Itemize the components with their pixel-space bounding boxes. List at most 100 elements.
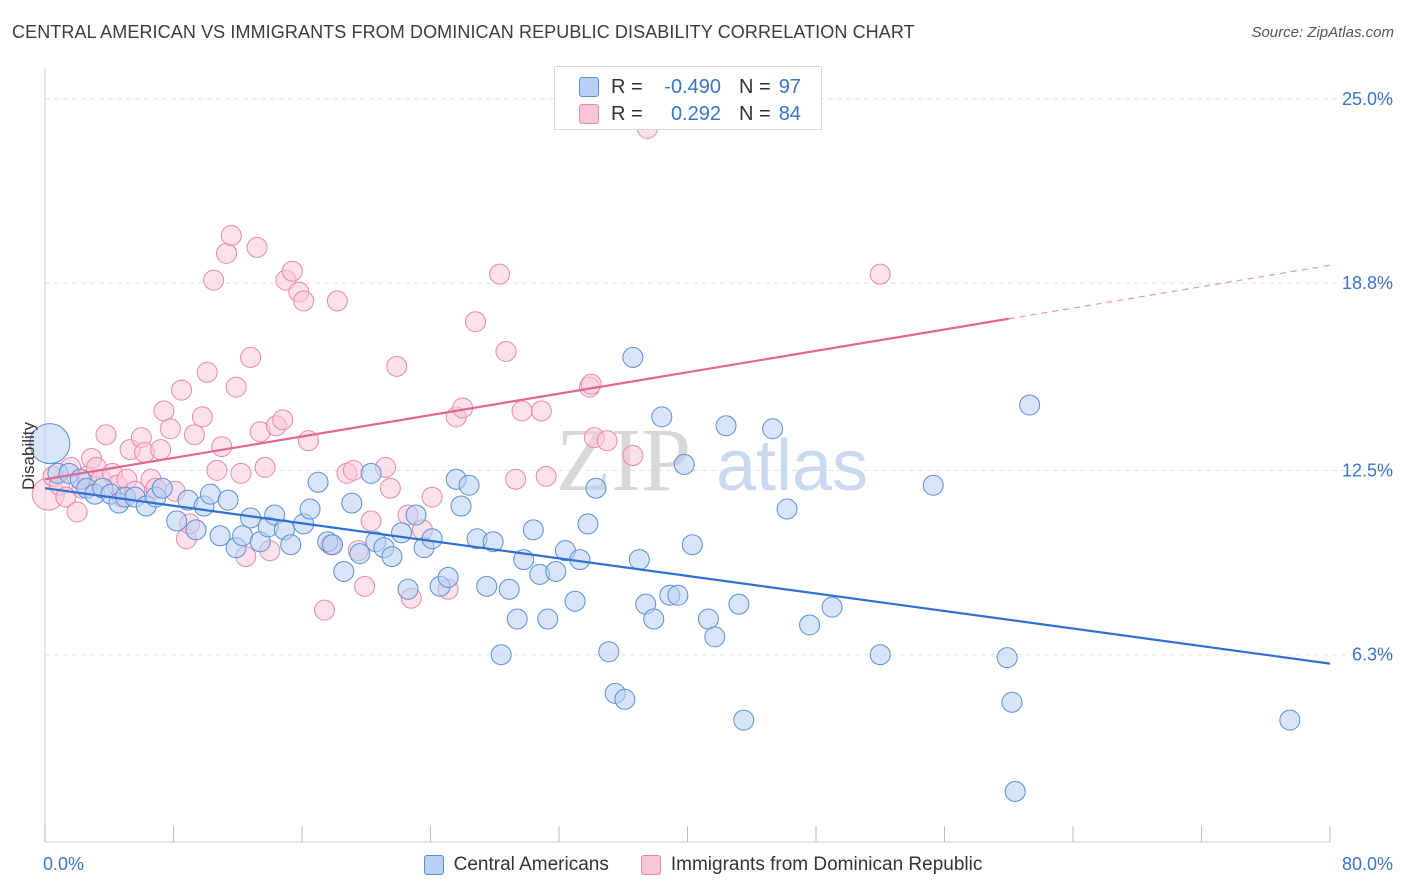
pink-point: [216, 242, 238, 264]
legend-swatch-pink: [579, 104, 599, 124]
pink-point: [360, 510, 382, 532]
pink-point: [220, 225, 242, 247]
legend-row-pink: R = 0.292 N = 84: [579, 102, 801, 126]
blue-point: [577, 513, 599, 535]
tick-labels: 6.3% 12.5% 18.8% 25.0% 0.0% 80.0%: [43, 89, 1393, 874]
correlation-legend: R = -0.490 N = 97 R = 0.292 N = 84: [554, 66, 822, 130]
blue-point: [651, 406, 673, 428]
pink-point: [191, 406, 213, 428]
blue-point: [381, 546, 403, 568]
blue-point: [476, 575, 498, 597]
pink-point: [281, 260, 303, 282]
watermark-zip: ZIP: [556, 411, 691, 510]
pink-trend-line: [44, 317, 1009, 481]
watermark: ZIP atlas: [556, 411, 868, 510]
blue-point: [715, 415, 737, 437]
pink-point: [230, 462, 252, 484]
blue-point: [437, 566, 459, 588]
pink-point: [150, 439, 172, 461]
blue-point: [458, 474, 480, 496]
legend-swatch-pink: [640, 855, 661, 875]
pink-point: [622, 445, 644, 467]
pink-point: [342, 459, 364, 481]
blue-point: [209, 525, 231, 547]
blue-point: [307, 471, 329, 493]
pink-point: [171, 379, 193, 401]
blue-point: [598, 641, 620, 663]
grid-lines: [45, 98, 1395, 656]
blue-point: [1279, 709, 1301, 731]
blue-point: [299, 498, 321, 520]
legend-swatch-blue: [579, 77, 599, 97]
blue-point: [996, 647, 1018, 669]
blue-point: [869, 644, 891, 666]
blue-point: [498, 578, 520, 600]
x-tick-label-max: 80.0%: [1342, 854, 1393, 874]
watermark-atlas: atlas: [716, 426, 868, 506]
pink-point: [272, 409, 294, 431]
pink-point: [421, 486, 443, 508]
blue-point: [391, 522, 413, 544]
y-tick-label: 6.3%: [1352, 645, 1393, 665]
blue-point: [704, 626, 726, 648]
pink-trend-extension: [1008, 264, 1331, 320]
blue-point: [564, 590, 586, 612]
blue-point: [185, 519, 207, 541]
blue-point: [217, 489, 239, 511]
pink-point: [206, 459, 228, 481]
y-tick-label: 25.0%: [1342, 89, 1393, 109]
pink-point: [211, 436, 233, 458]
blue-point: [280, 534, 302, 556]
pink-point: [495, 340, 517, 362]
blue-point: [166, 510, 188, 532]
legend-row-blue: R = -0.490 N = 97: [579, 75, 801, 99]
blue-point: [585, 477, 607, 499]
y-axis-label: Disability: [19, 421, 38, 490]
blue-series-points: [29, 346, 1301, 802]
blue-point: [733, 709, 755, 731]
blue-point: [1004, 780, 1026, 802]
blue-point: [1019, 394, 1041, 416]
pink-point: [246, 236, 268, 258]
pink-point: [159, 418, 181, 440]
pink-point: [869, 263, 891, 285]
chart-title: CENTRAL AMERICAN VS IMMIGRANTS FROM DOMI…: [12, 22, 915, 42]
r-value: 0.292: [670, 102, 721, 125]
blue-point: [799, 614, 821, 636]
pink-point: [203, 269, 225, 291]
blue-point: [199, 483, 221, 505]
pink-point: [379, 477, 401, 499]
n-value: 84: [778, 102, 801, 125]
blue-point: [762, 418, 784, 440]
blue-point: [1001, 691, 1023, 713]
blue-point: [537, 608, 559, 630]
blue-point: [628, 549, 650, 571]
legend-label: Immigrants from Dominican Republic: [670, 854, 983, 875]
blue-point: [643, 608, 665, 630]
blue-point: [349, 543, 371, 565]
legend-swatch-blue: [423, 855, 444, 875]
pink-point: [254, 456, 276, 478]
blue-point: [545, 560, 567, 582]
trend-lines: [44, 264, 1331, 665]
blue-point: [506, 608, 528, 630]
blue-point: [622, 346, 644, 368]
pink-point: [153, 400, 175, 422]
blue-point: [922, 474, 944, 496]
series-legend: Central Americans Immigrants from Domini…: [0, 852, 1406, 878]
blue-point: [667, 584, 689, 606]
pink-point: [95, 424, 117, 446]
y-tick-label: 12.5%: [1342, 460, 1393, 480]
blue-point: [29, 423, 71, 465]
pink-point: [66, 501, 88, 523]
pink-point: [489, 263, 511, 285]
y-tick-label: 18.8%: [1342, 273, 1393, 293]
blue-point: [776, 498, 798, 520]
legend-item-central-americans: Central Americans: [423, 854, 609, 876]
pink-point: [464, 311, 486, 333]
pink-point: [183, 424, 205, 446]
blue-point: [450, 495, 472, 517]
pink-point: [580, 373, 602, 395]
blue-point: [232, 525, 254, 547]
